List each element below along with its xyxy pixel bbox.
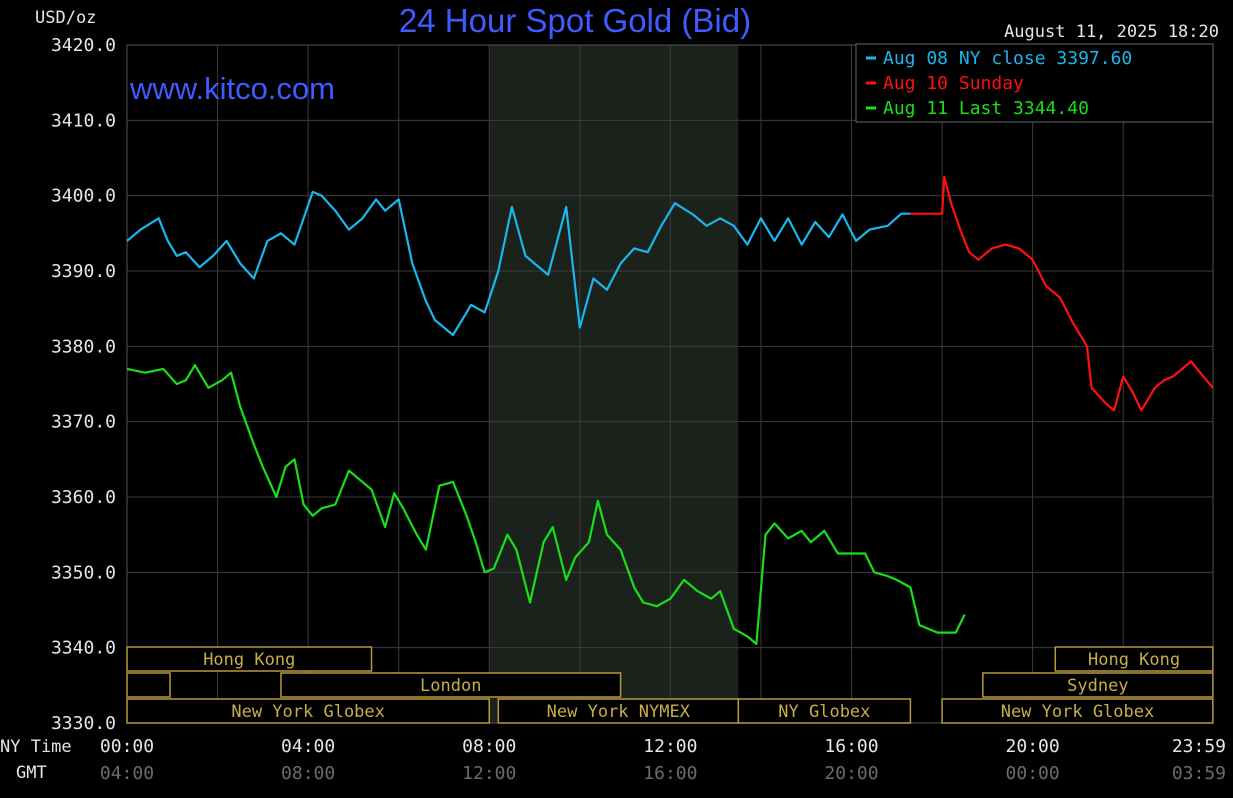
unit-label: USD/oz xyxy=(35,8,96,28)
session-bar xyxy=(280,672,622,698)
date-stamp: August 11, 2025 18:20 xyxy=(1004,22,1219,42)
y-tick-label: 3410.0 xyxy=(51,110,116,131)
session-bars-layer: Hong Kong Hong Kong London Sydney New York G… xyxy=(126,646,1214,724)
session-bar xyxy=(126,698,491,724)
series-line-1 xyxy=(910,175,1214,412)
session-label: NY Globex xyxy=(778,702,870,722)
kitco-watermark: www.kitco.com xyxy=(129,71,335,106)
session-label: New York NYMEX xyxy=(547,702,691,722)
y-tick-label: 3400.0 xyxy=(51,186,116,207)
session-label: New York Globex xyxy=(1001,702,1155,722)
session-label: Sydney xyxy=(1067,676,1128,696)
x-tick-gmt: 00:00 xyxy=(1006,763,1060,784)
session-label: London xyxy=(420,676,481,696)
x-tick-ny: 20:00 xyxy=(1006,736,1060,757)
series-line-0 xyxy=(126,190,911,337)
session-label: Hong Kong xyxy=(203,650,295,670)
x-tick-gmt: 08:00 xyxy=(281,763,335,784)
session-bar xyxy=(1054,646,1214,672)
x-tick-gmt: 04:00 xyxy=(100,763,154,784)
y-tick-label: 3420.0 xyxy=(51,35,116,56)
y-tick-label: 3370.0 xyxy=(51,412,116,433)
y-tick-label: 3350.0 xyxy=(51,562,116,583)
legend-box: Aug 08 NY close 3397.60 Aug 10 Sunday Au… xyxy=(855,43,1214,123)
chart-title: 24 Hour Spot Gold (Bid) xyxy=(399,2,751,39)
session-bar xyxy=(737,698,912,724)
session-bar xyxy=(126,672,171,698)
y-tick-label: 3380.0 xyxy=(51,336,116,357)
legend-aug10: Aug 10 Sunday xyxy=(883,73,1024,94)
series-layer xyxy=(126,175,1214,646)
y-tick-label: 3340.0 xyxy=(51,638,116,659)
x-tick-gmt: 12:00 xyxy=(462,763,516,784)
shaded-session-layer xyxy=(489,45,739,723)
x-tick-gmt: 16:00 xyxy=(643,763,697,784)
session-label: Hong Kong xyxy=(1088,650,1180,670)
series-line-2 xyxy=(126,364,966,646)
x-tick-ny: 08:00 xyxy=(462,736,516,757)
y-tick-label: 3330.0 xyxy=(51,713,116,734)
legend-background xyxy=(855,43,1214,123)
shaded-region xyxy=(489,45,739,723)
legend-aug08: Aug 08 NY close 3397.60 xyxy=(883,48,1132,69)
x-tick-ny: 16:00 xyxy=(824,736,878,757)
x-tick-ny: 23:59 xyxy=(1172,736,1226,757)
y-tick-label: 3390.0 xyxy=(51,261,116,282)
x-tick-ny: 00:00 xyxy=(100,736,154,757)
x-tick-gmt: 20:00 xyxy=(824,763,878,784)
session-bar xyxy=(941,698,1214,724)
session-bar xyxy=(126,646,373,672)
x-tick-gmt: 03:59 xyxy=(1172,763,1226,784)
session-bar xyxy=(982,672,1214,698)
x-tick-ny: 12:00 xyxy=(643,736,697,757)
gmt-row-label: GMT xyxy=(16,763,47,783)
x-tick-ny: 04:00 xyxy=(281,736,335,757)
axis-labels-layer: 3420.0 3410.0 3400.0 3390.0 3380.0 3370.0 3360… xyxy=(51,35,1226,784)
session-label: New York Globex xyxy=(231,702,385,722)
y-tick-label: 3360.0 xyxy=(51,487,116,508)
legend-aug11: Aug 11 Last 3344.40 xyxy=(883,98,1089,119)
ny-time-row-label: NY Time xyxy=(0,737,72,757)
